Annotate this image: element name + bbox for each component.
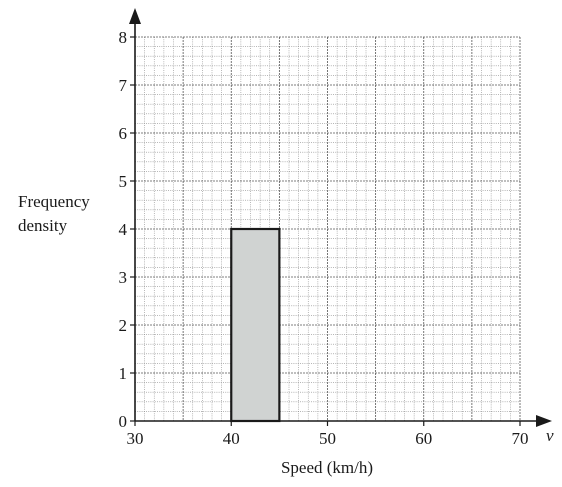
x-tick-label: 30 [127,429,144,448]
y-tick-label: 4 [119,220,128,239]
x-tick-label: 70 [512,429,529,448]
x-axis-label: Speed (km/h) [281,458,373,477]
y-tick-label: 7 [119,76,128,95]
y-tick-label: 2 [119,316,128,335]
y-tick-label: 0 [119,412,128,431]
x-variable-label: v [546,426,554,445]
y-tick-label: 8 [119,28,128,47]
x-axis-arrow [536,415,552,427]
grid [134,36,521,422]
bars [230,227,281,423]
histogram-bar [230,227,281,423]
axes [129,8,552,427]
y-axis-label: Frequency density [18,190,90,238]
x-tick-label: 50 [319,429,336,448]
x-tick-label: 60 [415,429,432,448]
y-tick-label: 6 [119,124,128,143]
tick-labels: 30 40 50 60 70 0 1 2 3 4 5 6 7 8 [119,28,529,448]
y-tick-label: 5 [119,172,128,191]
y-axis-arrow [129,8,141,24]
y-axis-label-line2: density [18,216,68,235]
y-tick-label: 3 [119,268,128,287]
x-tick-label: 40 [223,429,240,448]
y-tick-label: 1 [119,364,128,383]
y-axis-label-line1: Frequency [18,192,90,211]
